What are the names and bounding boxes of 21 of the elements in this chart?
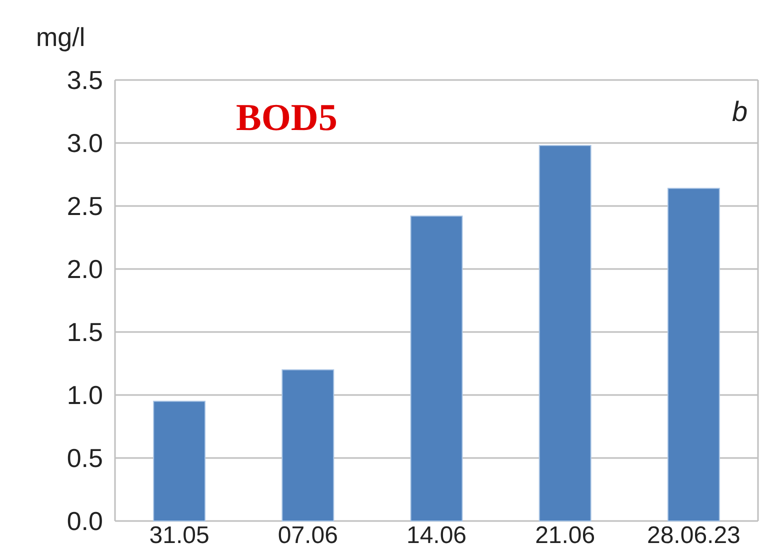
bar <box>538 145 592 522</box>
y-tick-label: 2.0 <box>66 254 103 284</box>
x-tick-label: 14.06 <box>406 522 467 549</box>
annotation: b <box>732 96 748 127</box>
x-tick-label: 31.05 <box>149 522 210 549</box>
y-tick-label: 1.0 <box>66 380 103 410</box>
x-tick-label: 21.06 <box>535 522 596 549</box>
y-tick-label: 3.5 <box>66 65 103 96</box>
x-tick-label: 07.06 <box>278 522 338 549</box>
y-tick-label: 3.0 <box>66 128 103 158</box>
y-tick-label: 0.5 <box>66 443 103 474</box>
y-tick-label: 2.5 <box>66 191 103 222</box>
y-tick-label: 1.5 <box>66 317 103 348</box>
x-tick-label: 28.06.23 <box>646 522 740 549</box>
chart-title: BOD5 <box>236 97 338 139</box>
bar <box>282 369 334 522</box>
y-axis-title: mg/l <box>36 22 86 52</box>
bar <box>667 188 720 522</box>
bar <box>153 400 206 522</box>
y-tick-label: 0.0 <box>66 506 103 536</box>
bar <box>410 216 463 522</box>
